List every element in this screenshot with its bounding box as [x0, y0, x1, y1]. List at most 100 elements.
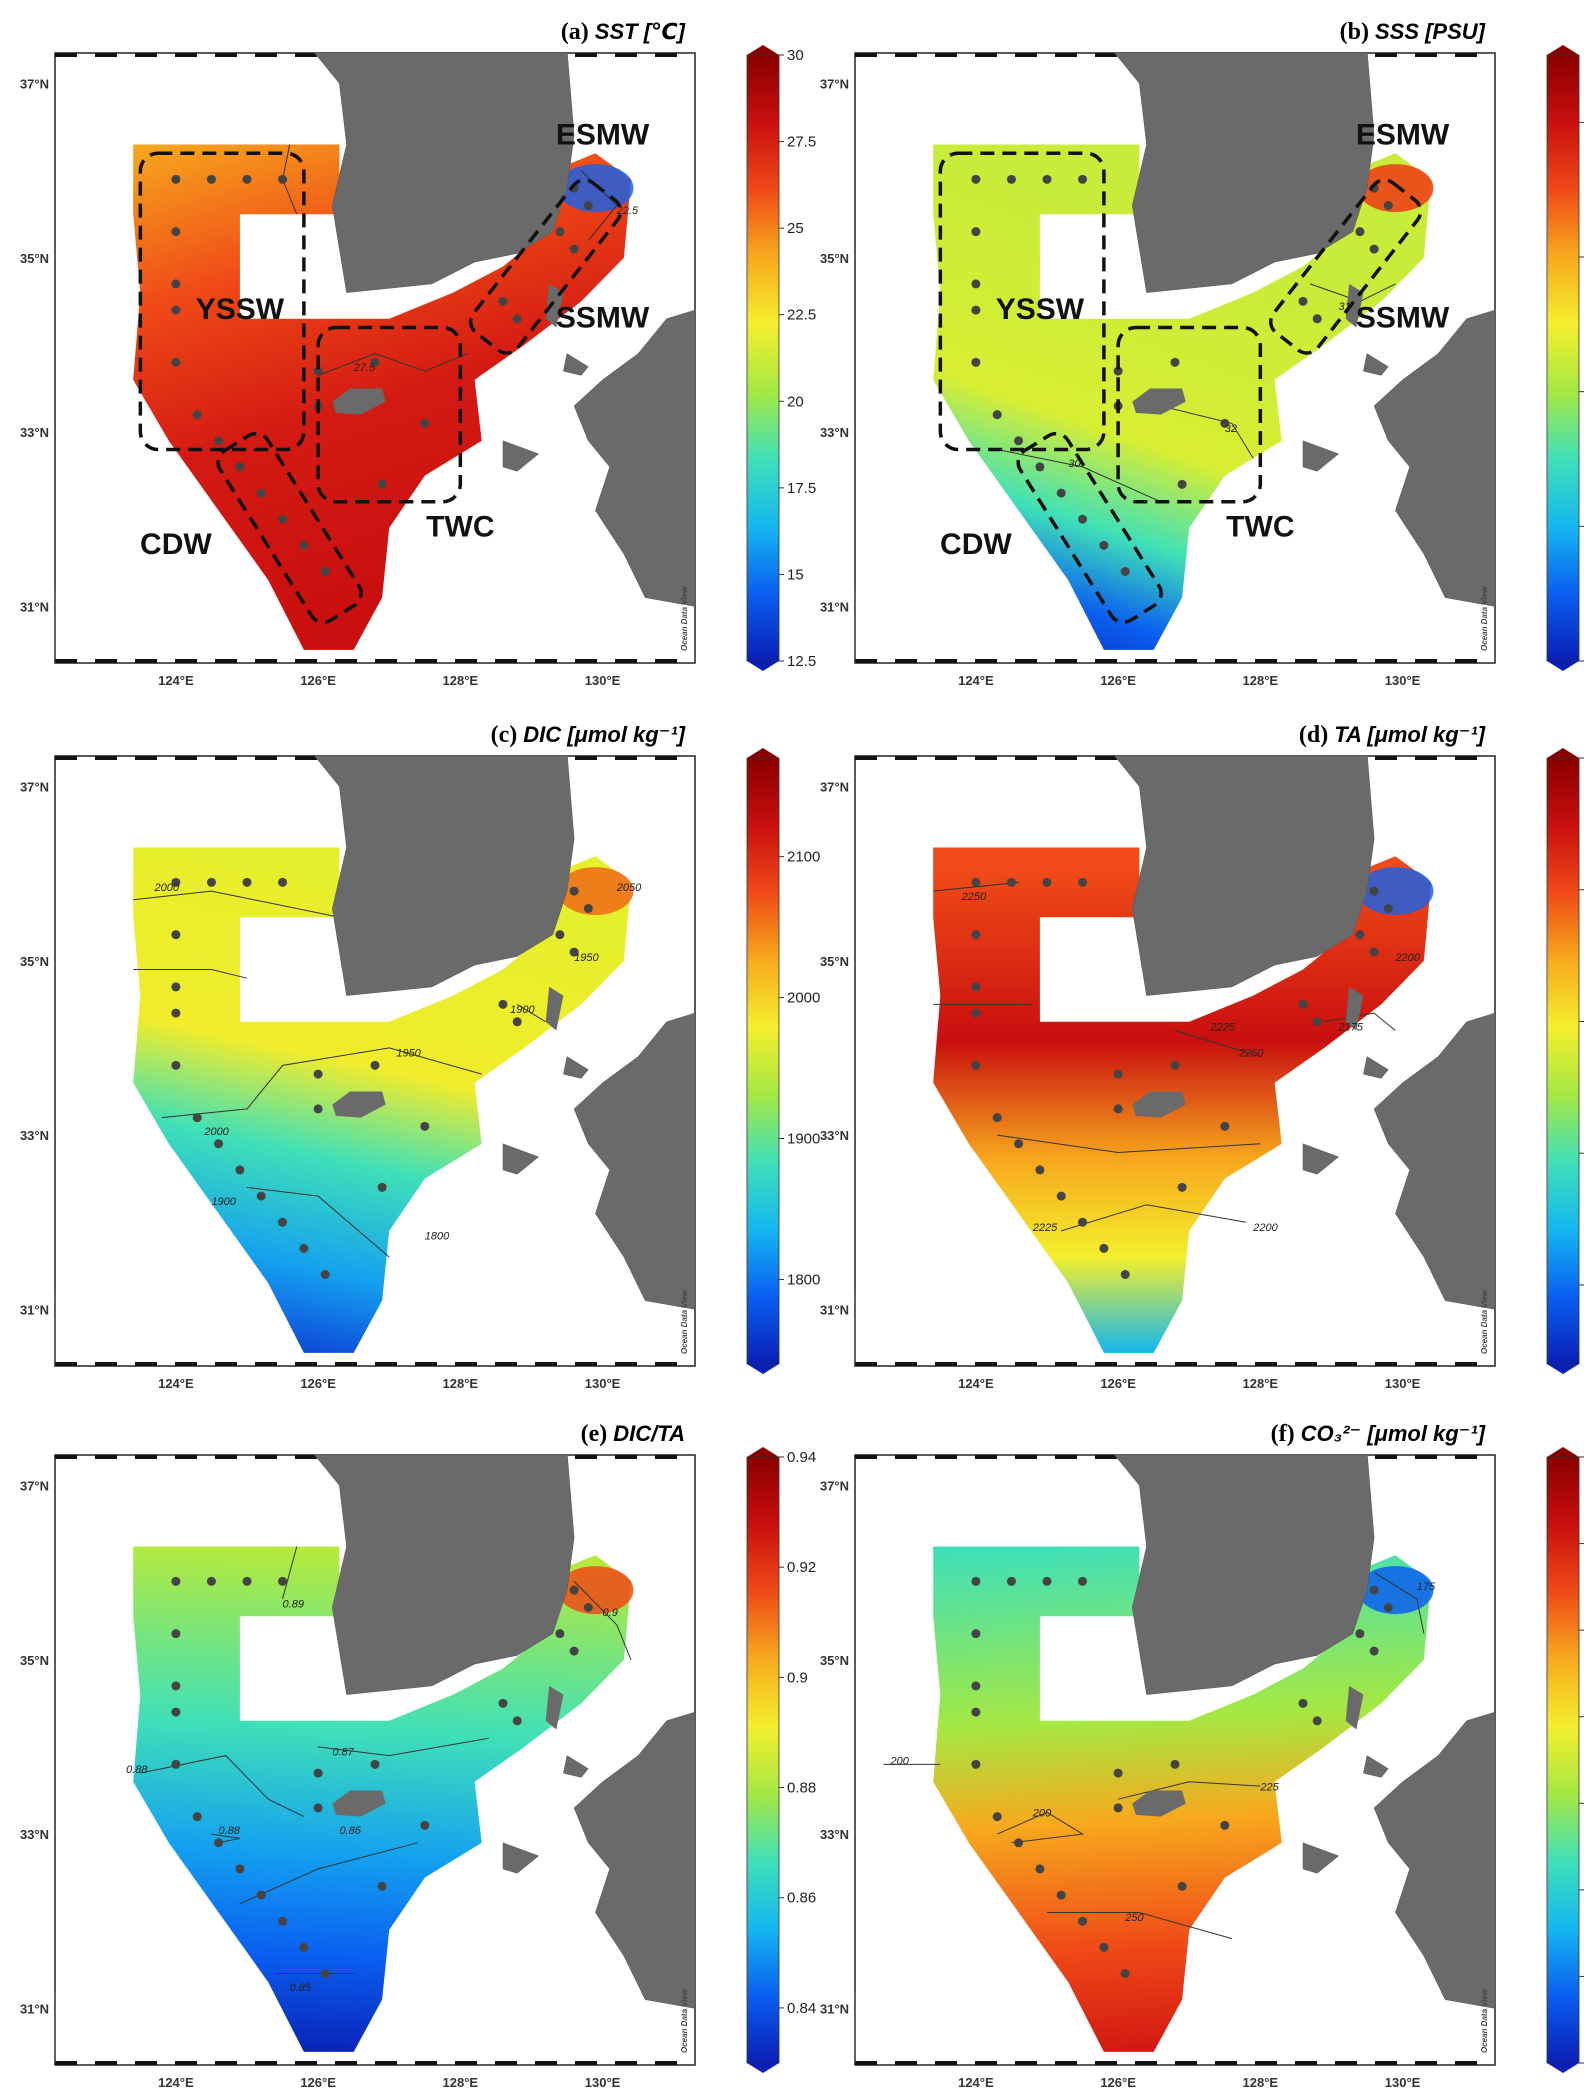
lat-tick-label: 35°N	[820, 251, 849, 266]
panel-title: (b) SSS [PSU]	[1340, 19, 1486, 45]
station-dot	[971, 305, 981, 315]
station-dot	[320, 1270, 330, 1279]
station-dot	[278, 877, 288, 887]
station-dot	[206, 174, 216, 184]
contour-label: 2175	[1338, 1022, 1364, 1034]
station-dot	[370, 1759, 380, 1769]
station-dot	[583, 201, 593, 210]
panel-title: (d) TA [μmol kg⁻¹]	[1299, 722, 1486, 748]
station-dot	[214, 1838, 224, 1848]
station-dot	[235, 462, 245, 472]
colorbar-tick: 0.84	[787, 2000, 816, 2017]
water-mass-label-yssw: YSSW	[196, 293, 285, 326]
contour-line	[1160, 405, 1254, 459]
station-dot	[1035, 1165, 1045, 1175]
contour-label: 0.88	[126, 1764, 148, 1776]
contour-label: 1900	[211, 1196, 236, 1208]
panel-e: 0.89 0.88 0.88 0.87 0.86 0.85 0.9 Ocean Data Vi…	[20, 1421, 816, 2090]
station-dot	[206, 877, 216, 887]
station-dot	[1113, 1803, 1123, 1813]
japan-land	[1373, 309, 1495, 607]
contour-line	[997, 449, 1162, 503]
station-dot	[971, 174, 981, 184]
station-dot	[971, 1681, 981, 1691]
station-dot	[171, 1060, 181, 1070]
jeju-island	[332, 1091, 386, 1118]
lat-tick-label: 35°N	[820, 954, 849, 969]
contour-label: 200	[890, 1755, 910, 1767]
contour-label: 27.5	[353, 362, 376, 374]
contour-label: 2200	[1394, 952, 1420, 964]
lon-tick-label: 126°E	[300, 673, 336, 688]
jeju-island	[332, 1790, 386, 1817]
station-dot	[256, 488, 266, 498]
station-dot	[555, 1629, 565, 1639]
japan-island	[502, 1842, 540, 1874]
korea-land	[1114, 1455, 1375, 1695]
station-dot	[370, 357, 380, 367]
station-dot	[971, 1576, 981, 1586]
contour-label: 2225	[1032, 1222, 1058, 1234]
station-dot	[971, 279, 981, 289]
contour-label: 32	[1225, 423, 1237, 435]
station-dot	[192, 1812, 202, 1822]
lat-tick-label: 37°N	[20, 77, 49, 92]
station-dot	[377, 1182, 387, 1192]
station-dot	[498, 296, 508, 306]
station-dot	[171, 877, 181, 887]
jeju-island	[1132, 1091, 1186, 1118]
odv-watermark: Ocean Data View	[1480, 1988, 1489, 2053]
station-dot	[1355, 930, 1365, 940]
station-dot	[171, 1629, 181, 1639]
contour-line	[1324, 1012, 1396, 1031]
lon-tick-label: 130°E	[1385, 2075, 1421, 2090]
panel-title: (f) CO₃²⁻ [μmol kg⁻¹]	[1271, 1421, 1486, 1447]
japan-island	[1363, 353, 1389, 376]
station-dot	[299, 540, 309, 550]
lat-tick-label: 31°N	[820, 2001, 849, 2016]
station-dot	[1099, 1942, 1109, 1952]
colorbar-tick: 27.5	[787, 134, 816, 151]
station-dot	[498, 1698, 508, 1708]
contour-label: 2250	[1238, 1048, 1264, 1060]
station-dot	[1220, 1820, 1230, 1830]
station-dot	[971, 357, 981, 367]
station-dot	[1014, 436, 1024, 446]
station-dot	[971, 1707, 981, 1717]
contour-line	[516, 1003, 546, 1023]
station-dot	[1078, 514, 1088, 524]
korea-land	[314, 1455, 575, 1695]
station-dot	[1383, 1603, 1393, 1612]
station-dot	[1113, 1768, 1123, 1778]
panel-title: (c) DIC [μmol kg⁻¹]	[491, 722, 686, 748]
japan-island	[1363, 1056, 1389, 1079]
lat-tick-label: 33°N	[20, 1827, 49, 1842]
colorbar-tick: 30	[787, 47, 804, 64]
contour-line	[1061, 1204, 1247, 1232]
station-dot	[278, 1217, 288, 1227]
japan-land	[573, 1012, 695, 1310]
station-dot	[171, 305, 181, 315]
station-dot	[1035, 1864, 1045, 1874]
station-dot	[971, 930, 981, 940]
station-dot	[171, 930, 181, 940]
lat-tick-label: 31°N	[820, 599, 849, 614]
cdw-box	[1016, 431, 1163, 625]
japan-island	[1302, 440, 1340, 472]
contour-line	[1117, 1781, 1261, 1800]
colorbar-tick: 0.86	[787, 1890, 816, 1907]
water-mass-label-ssmw: SSMW	[556, 302, 650, 335]
japan-land	[1373, 1012, 1495, 1310]
contour-line	[211, 1833, 241, 1844]
station-dot	[278, 514, 288, 524]
station-dot	[971, 877, 981, 887]
lon-tick-label: 130°E	[1385, 1376, 1421, 1391]
station-dot	[1220, 418, 1230, 428]
contour-line	[573, 1581, 632, 1660]
tsushima-island	[1345, 1685, 1364, 1730]
panel-d: 2250 2225 2200 2250 2225 2175 2200 Ocean Data V…	[820, 722, 1584, 1391]
station-dot	[278, 1916, 288, 1926]
lat-tick-label: 33°N	[20, 425, 49, 440]
station-dot	[569, 1646, 579, 1656]
station-dot	[214, 1139, 224, 1149]
